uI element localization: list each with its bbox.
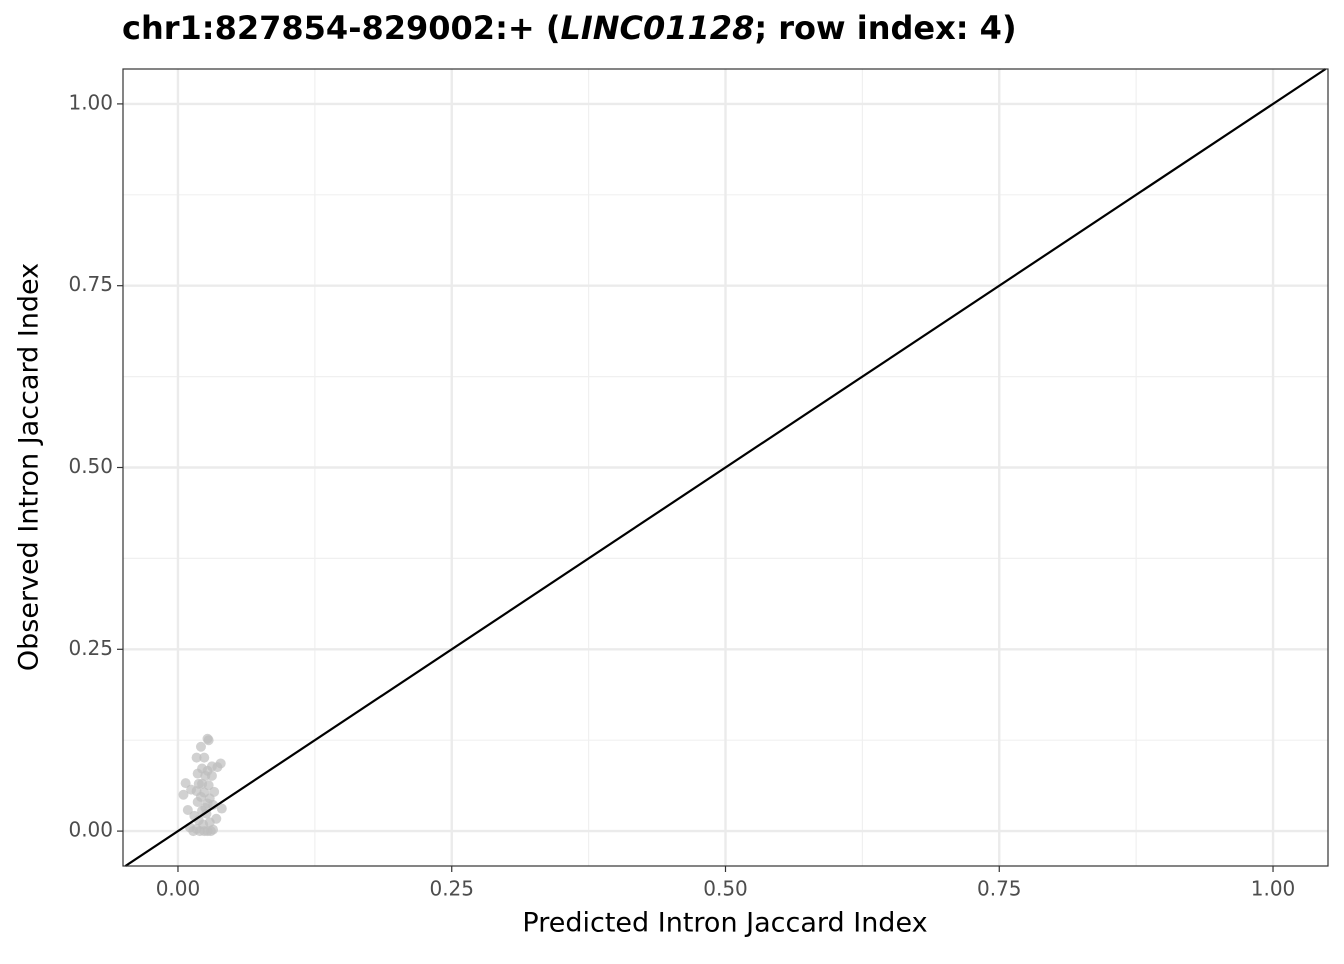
- x-tick-label: 0.25: [429, 877, 474, 901]
- x-tick-label: 1.00: [1251, 877, 1296, 901]
- x-tick-label: 0.75: [977, 877, 1022, 901]
- y-tick-label: 0.00: [68, 818, 113, 842]
- identity-line: [124, 68, 1327, 867]
- y-tick-label: 0.75: [68, 272, 113, 296]
- point: [195, 741, 206, 752]
- title-part: chr1:827854-829002:+ (: [122, 9, 560, 47]
- point: [216, 803, 227, 814]
- y-tick-label: 0.25: [68, 636, 113, 660]
- y-tick-label: 1.00: [68, 90, 113, 114]
- point: [182, 805, 193, 816]
- point: [180, 778, 191, 789]
- x-tick-label: 0.00: [156, 877, 201, 901]
- point: [178, 789, 189, 800]
- point: [212, 762, 223, 773]
- panel-border: [122, 68, 1329, 867]
- y-tick-label: 0.50: [68, 454, 113, 478]
- chart-title: chr1:827854-829002:+ (LINC01128; row ind…: [122, 9, 1017, 47]
- title-part: ; row index: 4): [754, 9, 1016, 47]
- point: [191, 752, 202, 763]
- point: [192, 797, 203, 808]
- title-gene: LINC01128: [560, 9, 754, 47]
- point: [197, 778, 208, 789]
- x-axis-label: Predicted Intron Jaccard Index: [522, 908, 927, 939]
- point: [199, 752, 210, 763]
- y-axis-label: Observed Intron Jaccard Index: [14, 263, 45, 671]
- x-tick-label: 0.50: [703, 877, 748, 901]
- point: [208, 824, 219, 835]
- point: [192, 768, 203, 779]
- point: [203, 735, 214, 746]
- point: [188, 826, 199, 837]
- point: [206, 770, 217, 781]
